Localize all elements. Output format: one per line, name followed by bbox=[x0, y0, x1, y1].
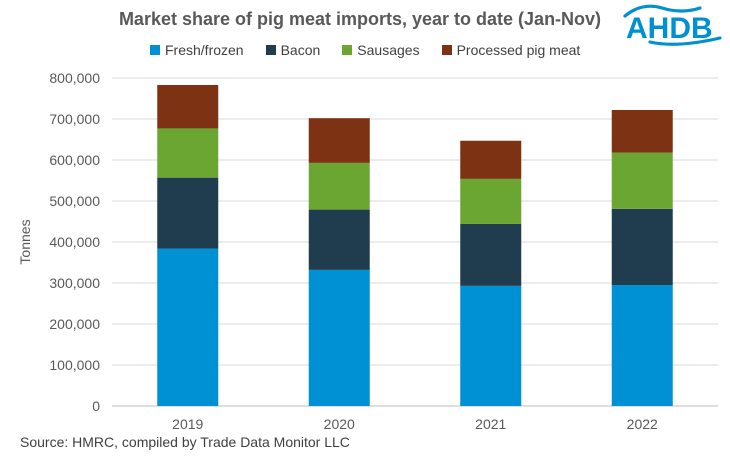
bar-sausages-2021 bbox=[460, 178, 522, 224]
y-tick-label: 0 bbox=[92, 398, 100, 414]
legend-swatch bbox=[150, 45, 160, 55]
y-tick-label: 600,000 bbox=[49, 152, 100, 168]
stacked-bar-chart: 0 100,000 200,000 300,000 400,000 500,000 600,… bbox=[17, 70, 718, 432]
legend-item: Sausages bbox=[342, 42, 420, 58]
legend-item: Processed pig meat bbox=[441, 42, 581, 58]
bar-processed-pig-meat-2022 bbox=[611, 109, 673, 153]
logo-text: AHDB bbox=[626, 12, 713, 45]
bar-bacon-2019 bbox=[157, 177, 219, 249]
x-tick-label: 2019 bbox=[172, 416, 203, 432]
legend-label: Fresh/frozen bbox=[165, 42, 244, 58]
bar-bacon-2021 bbox=[460, 223, 522, 286]
ahdb-logo: AHDB bbox=[623, 4, 722, 46]
y-tick-label: 400,000 bbox=[49, 234, 100, 250]
x-tick-label: 2022 bbox=[627, 416, 658, 432]
legend-label: Sausages bbox=[357, 42, 420, 58]
bar-bacon-2022 bbox=[611, 208, 673, 286]
x-tick-label: 2020 bbox=[324, 416, 355, 432]
y-axis-title: Tonnes bbox=[17, 219, 33, 264]
chart-legend: Fresh/frozen Bacon Sausages Processed pig m… bbox=[150, 40, 602, 60]
legend-item: Bacon bbox=[265, 42, 321, 58]
bar-processed-pig-meat-2020 bbox=[308, 118, 370, 163]
x-tick-label: 2021 bbox=[475, 416, 506, 432]
y-tick-label: 200,000 bbox=[49, 316, 100, 332]
chart-title: Market share of pig meat imports, year t… bbox=[118, 9, 602, 29]
legend-swatch bbox=[265, 45, 276, 55]
bar-fresh-frozen-2019 bbox=[157, 248, 219, 406]
source-note: Source: HMRC, compiled by Trade Data Mon… bbox=[20, 434, 350, 450]
legend-item: Fresh/frozen bbox=[150, 42, 244, 58]
y-tick-label: 700,000 bbox=[49, 111, 100, 127]
y-tick-label: 800,000 bbox=[49, 70, 100, 86]
bar-fresh-frozen-2020 bbox=[308, 269, 370, 406]
bar-processed-pig-meat-2021 bbox=[460, 140, 522, 179]
y-tick-label: 100,000 bbox=[49, 357, 100, 373]
y-tick-label: 300,000 bbox=[49, 275, 100, 291]
bar-sausages-2022 bbox=[611, 152, 673, 209]
bar-fresh-frozen-2021 bbox=[460, 285, 522, 406]
bar-bacon-2020 bbox=[308, 209, 370, 270]
bar-fresh-frozen-2022 bbox=[611, 285, 673, 406]
legend-label: Bacon bbox=[280, 42, 321, 58]
y-tick-label: 500,000 bbox=[49, 193, 100, 209]
bar-sausages-2020 bbox=[308, 162, 370, 210]
bar-sausages-2019 bbox=[157, 128, 219, 178]
bar-processed-pig-meat-2019 bbox=[157, 84, 219, 129]
legend-swatch bbox=[342, 45, 353, 55]
legend-swatch bbox=[441, 45, 452, 55]
legend-label: Processed pig meat bbox=[456, 42, 581, 58]
